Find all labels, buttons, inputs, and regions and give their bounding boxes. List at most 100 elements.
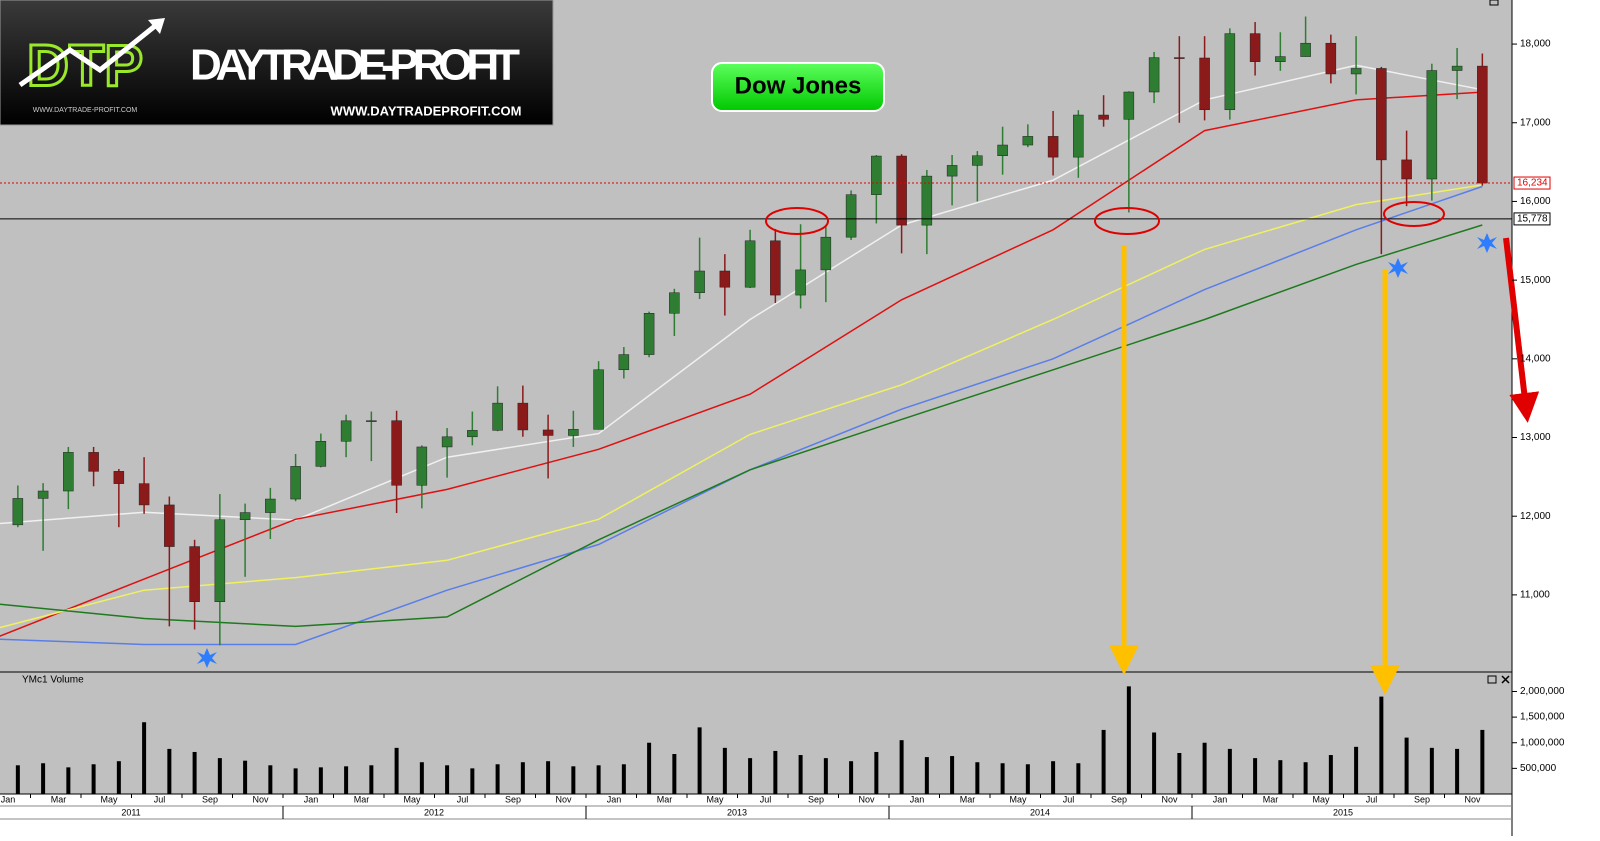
candle-body <box>366 420 377 422</box>
candle-body <box>972 155 983 166</box>
year-label: 2014 <box>1030 807 1050 817</box>
logo-small-url: WWW.DAYTRADE-PROFIT.COM <box>33 107 138 114</box>
volume-bar <box>823 758 828 794</box>
candle-body <box>1401 159 1412 180</box>
volume-bar <box>773 750 778 794</box>
volume-bar <box>874 751 879 794</box>
candle-body <box>37 490 49 499</box>
x-tick-label: Jan <box>304 794 319 804</box>
candle-body <box>921 175 933 226</box>
candle-body <box>1073 114 1084 158</box>
volume-bar <box>1177 752 1182 794</box>
y-tick-label: 16,000 <box>1520 196 1551 207</box>
candle-body <box>1098 114 1109 120</box>
candle-body <box>1300 42 1311 57</box>
candle-body <box>1325 42 1337 75</box>
volume-bar <box>243 760 248 794</box>
candle-body <box>416 446 428 486</box>
maximize-icon[interactable] <box>1489 0 1499 6</box>
x-tick-label: Jul <box>1366 794 1378 804</box>
volume-bar <box>1051 761 1056 794</box>
x-tick-label: Mar <box>960 794 976 804</box>
x-tick-label: Jan <box>910 794 925 804</box>
candle-body <box>946 165 958 177</box>
candle-body <box>744 240 756 288</box>
x-tick-label: Jul <box>760 794 772 804</box>
y-tick-label: 17,000 <box>1520 117 1551 128</box>
x-tick-label: Jan <box>607 794 622 804</box>
volume-bar <box>1404 737 1409 794</box>
logo-arrow <box>18 20 162 88</box>
volume-bar <box>571 766 576 794</box>
volume-bar <box>924 757 929 794</box>
highlight-ellipse <box>1094 207 1160 235</box>
candle-body <box>467 430 478 438</box>
candle-body <box>290 466 301 500</box>
x-tick-label: Jul <box>154 794 166 804</box>
logo-arrowhead <box>148 18 165 34</box>
x-tick-label: May <box>706 794 724 804</box>
highlight-ellipse <box>765 207 829 235</box>
volume-bar <box>647 742 652 794</box>
y-tick-label: 15,000 <box>1520 275 1551 286</box>
volume-bar <box>596 765 601 794</box>
volume-bar <box>798 755 803 794</box>
volume-bar <box>722 747 727 794</box>
volume-bar <box>748 758 753 794</box>
close-icon[interactable] <box>1501 675 1510 684</box>
volume-bar <box>899 740 904 794</box>
candle-body <box>542 429 554 436</box>
price-level-label: 16,234 <box>1517 178 1548 189</box>
candle-body <box>845 194 857 238</box>
volume-bar <box>167 748 172 794</box>
chart-title: Dow Jones <box>735 72 862 99</box>
x-tick-label: Mar <box>51 794 67 804</box>
y-tick-label: 12,000 <box>1520 511 1551 522</box>
volume-bar <box>318 767 323 794</box>
candle-body <box>618 354 630 371</box>
volume-bar <box>142 722 147 794</box>
x-tick-label: Jan <box>1213 794 1228 804</box>
x-tick-label: Sep <box>1111 794 1127 804</box>
logo-name: DAYTRADE-PROFIT <box>190 41 520 90</box>
logo-url: WWW.DAYTRADEPROFIT.COM <box>331 103 522 118</box>
candle-body <box>896 155 907 226</box>
volume-bar <box>520 762 525 794</box>
candle-body <box>517 402 529 431</box>
bottom-axis-area <box>0 794 1512 836</box>
volume-bar <box>1227 748 1232 794</box>
x-tick-label: Jul <box>457 794 469 804</box>
volume-bar <box>445 765 450 794</box>
year-label: 2011 <box>121 807 140 817</box>
volume-bar <box>1025 764 1030 794</box>
candle-body <box>441 436 453 448</box>
x-tick-label: Sep <box>1414 794 1430 804</box>
x-tick-label: Mar <box>657 794 673 804</box>
volume-bar <box>1354 746 1359 794</box>
year-label: 2012 <box>424 807 444 817</box>
volume-bar <box>268 765 273 794</box>
title-box <box>711 62 885 112</box>
x-tick-label: May <box>100 794 118 804</box>
volume-bar <box>293 768 298 794</box>
price-level-box <box>1513 176 1551 190</box>
candle-body <box>391 420 402 486</box>
x-tick-label: Nov <box>858 794 875 804</box>
volume-bar <box>849 761 854 794</box>
volume-bar <box>192 751 197 794</box>
highlight-ellipse <box>1383 201 1445 227</box>
x-tick-label: Jul <box>1063 794 1075 804</box>
volume-bar <box>1152 732 1157 794</box>
x-tick-label: Sep <box>808 794 824 804</box>
volume-bar <box>1000 763 1005 794</box>
volume-bar <box>1278 760 1283 794</box>
candle-body <box>1174 57 1185 59</box>
maximize-icon[interactable] <box>1487 675 1497 684</box>
y-tick-label: 18,000 <box>1520 39 1551 50</box>
price-level-label: 15,778 <box>1517 214 1548 225</box>
y-tick-label: 11,000 <box>1520 590 1550 601</box>
volume-bar <box>217 758 222 794</box>
candle-body <box>1275 56 1286 62</box>
moving-average <box>0 184 1483 629</box>
